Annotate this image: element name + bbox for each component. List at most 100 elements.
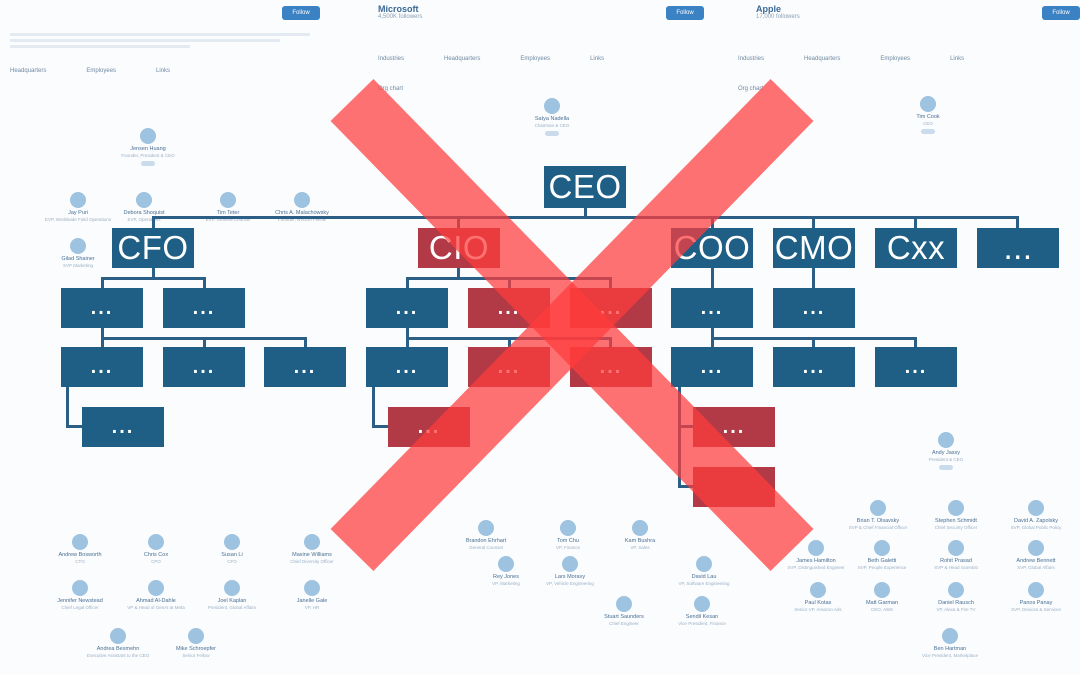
report-box: ... xyxy=(773,288,855,328)
connector xyxy=(406,277,409,288)
avatar xyxy=(1028,582,1044,598)
person-card: Debora Shoquist EVP, Operations xyxy=(104,192,184,223)
cmo-box: CMO xyxy=(773,228,855,268)
connector xyxy=(508,337,511,348)
connector xyxy=(812,337,815,348)
avatar xyxy=(874,540,890,556)
connector xyxy=(1016,216,1019,228)
connector xyxy=(101,277,104,288)
avatar xyxy=(632,520,648,536)
connector xyxy=(457,268,460,278)
connector xyxy=(152,216,155,228)
connector xyxy=(101,328,104,338)
avatar xyxy=(70,238,86,254)
avatar xyxy=(920,96,936,112)
person-card: Janelle Gale VP, HR xyxy=(272,580,352,611)
panel-meta: Headquarters Employees Links xyxy=(10,68,171,74)
org-chart-label: Org chart xyxy=(378,86,404,92)
person-card: Rey Jones VP, Marketing xyxy=(466,556,546,587)
person-card: Gilad Shainer SVP Marketing xyxy=(38,238,118,269)
connector xyxy=(203,277,206,288)
avatar xyxy=(148,534,164,550)
panel-meta: Industries Headquarters Employees Links xyxy=(378,56,605,62)
person-card: Lars Moravy VP, Vehicle Engineering xyxy=(530,556,610,587)
person-card: Paul Kotas Senior VP, Amazon Ads xyxy=(778,582,858,613)
connector xyxy=(304,337,307,348)
report-box: ... xyxy=(61,288,143,328)
connector xyxy=(914,337,917,348)
avatar xyxy=(72,580,88,596)
avatar xyxy=(136,192,152,208)
follow-button[interactable]: Follow xyxy=(282,6,320,20)
avatar xyxy=(616,596,632,612)
person-card: Chris A. Malachowsky Founder, NVIDIA Fell… xyxy=(262,192,342,223)
avatar xyxy=(220,192,236,208)
report-box: ... xyxy=(875,347,957,387)
company-header: Microsoft 4,500K followers xyxy=(378,4,423,20)
person-card: Andrea Besmehn Executive Assistant to the… xyxy=(78,628,158,659)
avatar xyxy=(70,192,86,208)
person-card: Stuart Saunders Chief Engineer xyxy=(584,596,664,627)
person-card: Jennifer Newstead Chief Legal Officer xyxy=(40,580,120,611)
person-card: Brian T. Olsavsky SVP & Chief Financial O… xyxy=(838,500,918,531)
panel-description xyxy=(10,30,310,51)
avatar xyxy=(224,580,240,596)
person-card: Rohit Prasad SVP & Head Scientist xyxy=(916,540,996,571)
avatar xyxy=(560,520,576,536)
avatar xyxy=(948,500,964,516)
avatar xyxy=(140,128,156,144)
avatar xyxy=(304,534,320,550)
avatar xyxy=(562,556,578,572)
person-card: Andrew Bennett SVP, Global Affairs xyxy=(996,540,1076,571)
person-card: Ben Hartman Vice President, Marketplace xyxy=(910,628,990,659)
person-card: Sendil Kesan Vice President, Finance xyxy=(662,596,742,627)
avatar xyxy=(544,98,560,114)
avatar xyxy=(110,628,126,644)
connector xyxy=(678,485,694,488)
connector xyxy=(152,216,1018,219)
org-chart-label: Org chart xyxy=(738,86,764,92)
person-card: Jensen Huang Founder, President & CEO xyxy=(108,128,188,166)
avatar xyxy=(696,556,712,572)
person-card: David Lau VP, Software Engineering xyxy=(664,556,744,587)
person-card: James Hamilton SVP, Distinguished Enginee… xyxy=(776,540,856,571)
report-box: ... xyxy=(671,347,753,387)
company-header: Apple 17,000 followers xyxy=(756,4,800,20)
panel-meta: Industries Headquarters Employees Links xyxy=(738,56,965,62)
report-box: ... xyxy=(773,347,855,387)
person-card: Brandon Ehrhart General Counsel xyxy=(446,520,526,551)
avatar xyxy=(224,534,240,550)
avatar xyxy=(148,580,164,596)
connector xyxy=(152,268,155,278)
avatar xyxy=(810,582,826,598)
avatar xyxy=(1028,500,1044,516)
avatar xyxy=(938,432,954,448)
connector xyxy=(66,425,84,428)
avatar xyxy=(948,582,964,598)
avatar xyxy=(694,596,710,612)
person-card: Joel Kaplan President, Global Affairs xyxy=(192,580,272,611)
report-box: ... xyxy=(671,288,753,328)
ceo-box: CEO xyxy=(544,166,626,208)
cxx-box: Cxx xyxy=(875,228,957,268)
follow-button[interactable]: Follow xyxy=(1042,6,1080,20)
avatar xyxy=(498,556,514,572)
person-card: Matt Garman CEO, AWS xyxy=(842,582,922,613)
avatar xyxy=(72,534,88,550)
report-box: ... xyxy=(61,347,143,387)
person-card: Kam Bushra VP, Sales xyxy=(600,520,680,551)
connector xyxy=(711,268,714,288)
connector xyxy=(66,387,69,427)
person-card: Tom Chu VP, Finance xyxy=(528,520,608,551)
report-box: ... xyxy=(82,407,164,447)
person-card: Tim Teter EVP, General Counsel xyxy=(188,192,268,223)
follow-button[interactable]: Follow xyxy=(666,6,704,20)
connector xyxy=(372,425,390,428)
avatar xyxy=(1028,540,1044,556)
connector xyxy=(203,337,206,348)
connector xyxy=(406,337,409,348)
person-card: Beth Galetti SVP, People Experience xyxy=(842,540,922,571)
connector xyxy=(812,268,815,288)
person-card: Andy Jassy President & CEO xyxy=(906,432,986,470)
